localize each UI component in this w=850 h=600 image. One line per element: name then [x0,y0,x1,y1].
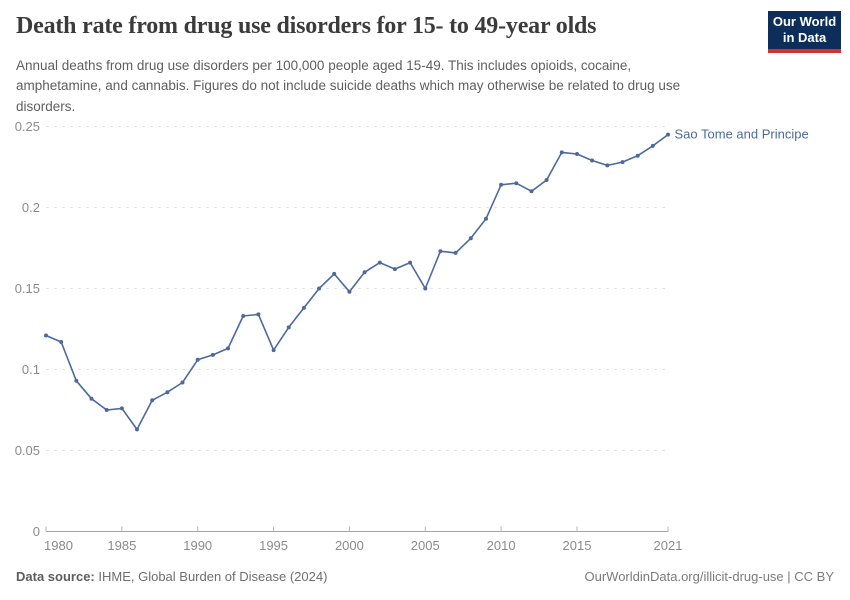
x-tick-label: 1990 [183,538,212,553]
data-point[interactable] [44,333,48,338]
series-label[interactable]: Sao Tome and Principe [675,127,809,142]
data-point[interactable] [180,380,185,385]
data-point[interactable] [195,357,200,362]
owid-logo-accent-bar [768,49,841,53]
data-point[interactable] [286,325,291,330]
data-point[interactable] [575,152,579,156]
data-point[interactable] [559,150,564,155]
data-point[interactable] [74,378,79,383]
data-point[interactable] [620,160,625,165]
y-tick-label: 0.05 [15,443,40,458]
data-point[interactable] [484,216,488,221]
data-point[interactable] [347,289,352,294]
data-point[interactable] [59,340,64,344]
data-point[interactable] [256,312,261,317]
data-point[interactable] [438,249,443,254]
data-point[interactable] [301,305,306,310]
data-point[interactable] [362,270,367,275]
credit-link[interactable]: OurWorldinData.org/illicit-drug-use | CC… [584,569,835,584]
data-point[interactable] [529,189,534,194]
data-line[interactable] [45,133,669,431]
data-point[interactable] [210,352,215,357]
data-point[interactable] [499,182,504,187]
data-point[interactable] [135,427,139,432]
y-tick-label: 0.2 [22,200,40,215]
data-point[interactable] [104,408,109,412]
x-tick-label: 2005 [411,538,440,553]
data-point[interactable] [89,396,94,401]
data-point[interactable] [605,163,610,168]
data-point[interactable] [271,348,276,353]
datasource-note: Data source: IHME, Global Burden of Dise… [16,569,327,584]
data-point[interactable] [119,406,124,411]
data-point[interactable] [453,250,458,255]
data-point[interactable] [377,260,382,265]
y-tick-label: 0.15 [15,281,40,296]
data-point[interactable] [332,271,337,276]
data-point[interactable] [150,398,155,403]
y-tick-label: 0 [33,524,40,539]
x-tick-label: 1980 [44,538,73,553]
data-point[interactable] [635,153,640,158]
data-point[interactable] [590,158,595,163]
x-tick-label: 2000 [335,538,364,553]
x-tick-label: 1985 [107,538,136,553]
y-tick-label: 0.1 [22,362,40,377]
data-point[interactable] [241,314,246,318]
owid-logo[interactable]: Our World in Data [768,11,841,53]
data-point[interactable] [165,390,170,395]
x-tick-label: 2015 [563,538,592,553]
data-point[interactable] [468,236,473,241]
datasource-value: IHME, Global Burden of Disease (2024) [94,569,328,584]
data-point[interactable] [514,181,519,186]
datasource-label: Data source: [16,569,95,584]
x-tick-label: 1995 [259,538,288,553]
data-point[interactable] [317,286,322,291]
data-point[interactable] [650,143,655,148]
y-tick-label: 0.25 [15,119,40,134]
data-point[interactable] [392,267,397,272]
x-tick-label: 2010 [487,538,516,553]
data-point[interactable] [423,286,428,291]
x-tick-label: 2021 [654,538,683,553]
page-title: Death rate from drug use disorders for 1… [16,13,597,39]
data-point[interactable] [544,178,549,182]
data-point[interactable] [666,132,670,137]
owid-logo-line1: Our World [772,14,837,29]
chart-subtitle: Annual deaths from drug use disorders pe… [16,58,681,114]
data-point[interactable] [408,260,413,265]
data-point[interactable] [226,346,230,351]
owid-logo-line2: in Data [782,30,827,45]
owid-logo-text: Our World in Data [768,11,841,49]
